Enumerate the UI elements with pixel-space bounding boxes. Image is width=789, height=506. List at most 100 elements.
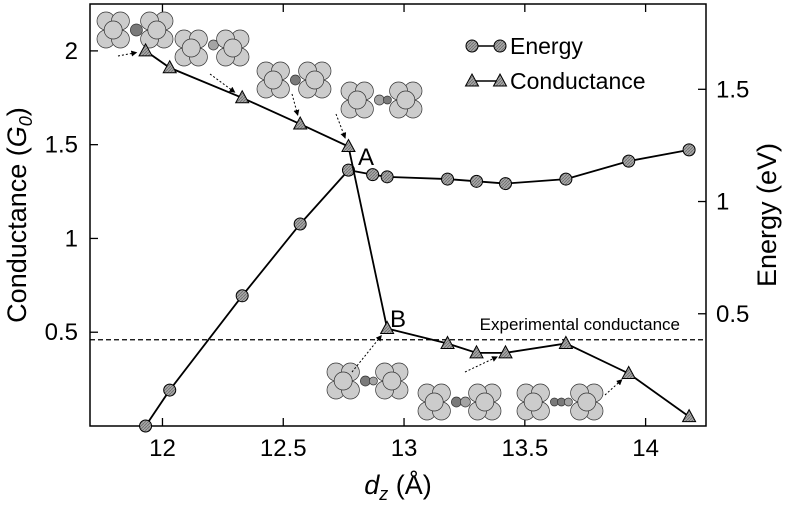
atom (396, 90, 416, 110)
atom (382, 371, 402, 391)
x-axis-title-main: d (364, 470, 380, 500)
energy-point (559, 172, 573, 186)
energy-line (144, 149, 690, 427)
atom (424, 392, 444, 412)
left-axis-title-sub: 0 (16, 116, 36, 126)
conductance-line (145, 50, 690, 418)
x-tick-label: 14 (632, 435, 659, 462)
conductance-point (558, 335, 574, 349)
atom (103, 20, 123, 40)
conductance-point (162, 59, 178, 74)
energy-point (470, 174, 484, 188)
structure-icon-1 (96, 11, 174, 49)
atom (564, 397, 573, 407)
right-tick-label: 1 (716, 189, 729, 216)
x-tick-label: 12.5 (260, 435, 307, 462)
conductance-point (379, 320, 395, 334)
conductance-point (292, 115, 308, 130)
atom (290, 74, 301, 86)
structure-arrow (291, 93, 300, 116)
structure-icon-4 (340, 81, 423, 119)
energy-point (139, 419, 153, 433)
structure-icon-5 (326, 362, 409, 400)
conductance-point (498, 344, 513, 359)
atom (475, 392, 495, 412)
structure-icon-6 (417, 383, 502, 421)
x-tick-label: 12 (149, 435, 176, 462)
conductance-point (138, 42, 153, 57)
x-axis-title-unit: (Å) (388, 469, 432, 500)
plot-frame (89, 3, 707, 427)
x-tick-label: 13.5 (501, 435, 548, 462)
legend: Energy Conductance (464, 33, 646, 94)
right-tick-label: 0.5 (716, 301, 749, 328)
atom (460, 396, 471, 408)
left-axis-title-main: Conductance ( (2, 147, 32, 323)
structure-icons (96, 11, 623, 421)
structure-arrow (209, 73, 236, 93)
energy-point (235, 289, 249, 303)
left-tick-label: 2 (65, 38, 78, 65)
left-axis-title: Conductance (G0) (2, 107, 36, 323)
atom (347, 90, 367, 110)
left-axis-title-g: G (2, 126, 32, 147)
legend-energy-label: Energy (510, 33, 583, 59)
structure-icon-3 (256, 61, 332, 99)
structure-icon-7 (516, 383, 604, 421)
legend-energy-marker-left (465, 39, 479, 53)
structure-arrow (604, 379, 623, 396)
energy-point (441, 172, 455, 186)
atom (374, 94, 385, 106)
atom (360, 375, 371, 387)
atom (223, 38, 243, 58)
legend-conductance-marker-right (492, 72, 508, 87)
atom (130, 23, 143, 37)
series-layer (138, 42, 697, 433)
left-tick-label: 1 (65, 225, 78, 252)
experimental-conductance-label: Experimental conductance (480, 315, 680, 334)
annotation-a: A (358, 144, 374, 171)
atom (383, 95, 392, 105)
left-tick-label: 0.5 (45, 319, 78, 346)
energy-point (163, 383, 177, 397)
energy-point (622, 154, 636, 168)
conductance-point (440, 335, 455, 349)
x-axis-title-sub: z (378, 484, 388, 504)
x-axis-ticks: 12 12.5 13 13.5 14 (149, 4, 659, 462)
right-axis-title: Energy (eV) (752, 143, 782, 287)
atom (451, 396, 462, 408)
left-axis-title-close: ) (2, 107, 32, 116)
left-axis-ticks: 0.5 1 1.5 2 (45, 38, 98, 346)
legend-conductance-label: Conductance (510, 68, 646, 94)
legend-conductance-marker-left (464, 72, 480, 87)
atom (333, 371, 353, 391)
conductance-point (234, 89, 250, 104)
energy-point (293, 217, 307, 231)
energy-point (682, 143, 696, 157)
atom (147, 20, 167, 40)
structure-icon-2 (174, 29, 250, 67)
atom (523, 392, 543, 412)
annotation-b: B (390, 306, 406, 333)
structure-arrow (335, 113, 347, 139)
conductance-point (469, 344, 484, 359)
structure-arrow (117, 50, 138, 57)
conductance-point (681, 408, 697, 423)
conductance-point (621, 365, 637, 379)
conductance-point (341, 138, 356, 153)
energy-point (341, 163, 355, 177)
atom (369, 376, 378, 386)
x-axis-title: dz (Å) (364, 469, 432, 504)
structure-arrow (464, 356, 498, 373)
x-tick-label: 13 (391, 435, 418, 462)
left-tick-label: 1.5 (45, 132, 78, 159)
energy-point (380, 170, 394, 184)
energy-point (498, 177, 512, 191)
atom (181, 38, 201, 58)
legend-energy-marker-right (493, 39, 507, 53)
right-axis-ticks: 0.5 1 1.5 (698, 76, 749, 328)
atom (305, 70, 325, 90)
atom (263, 70, 283, 90)
right-tick-label: 1.5 (716, 76, 749, 103)
